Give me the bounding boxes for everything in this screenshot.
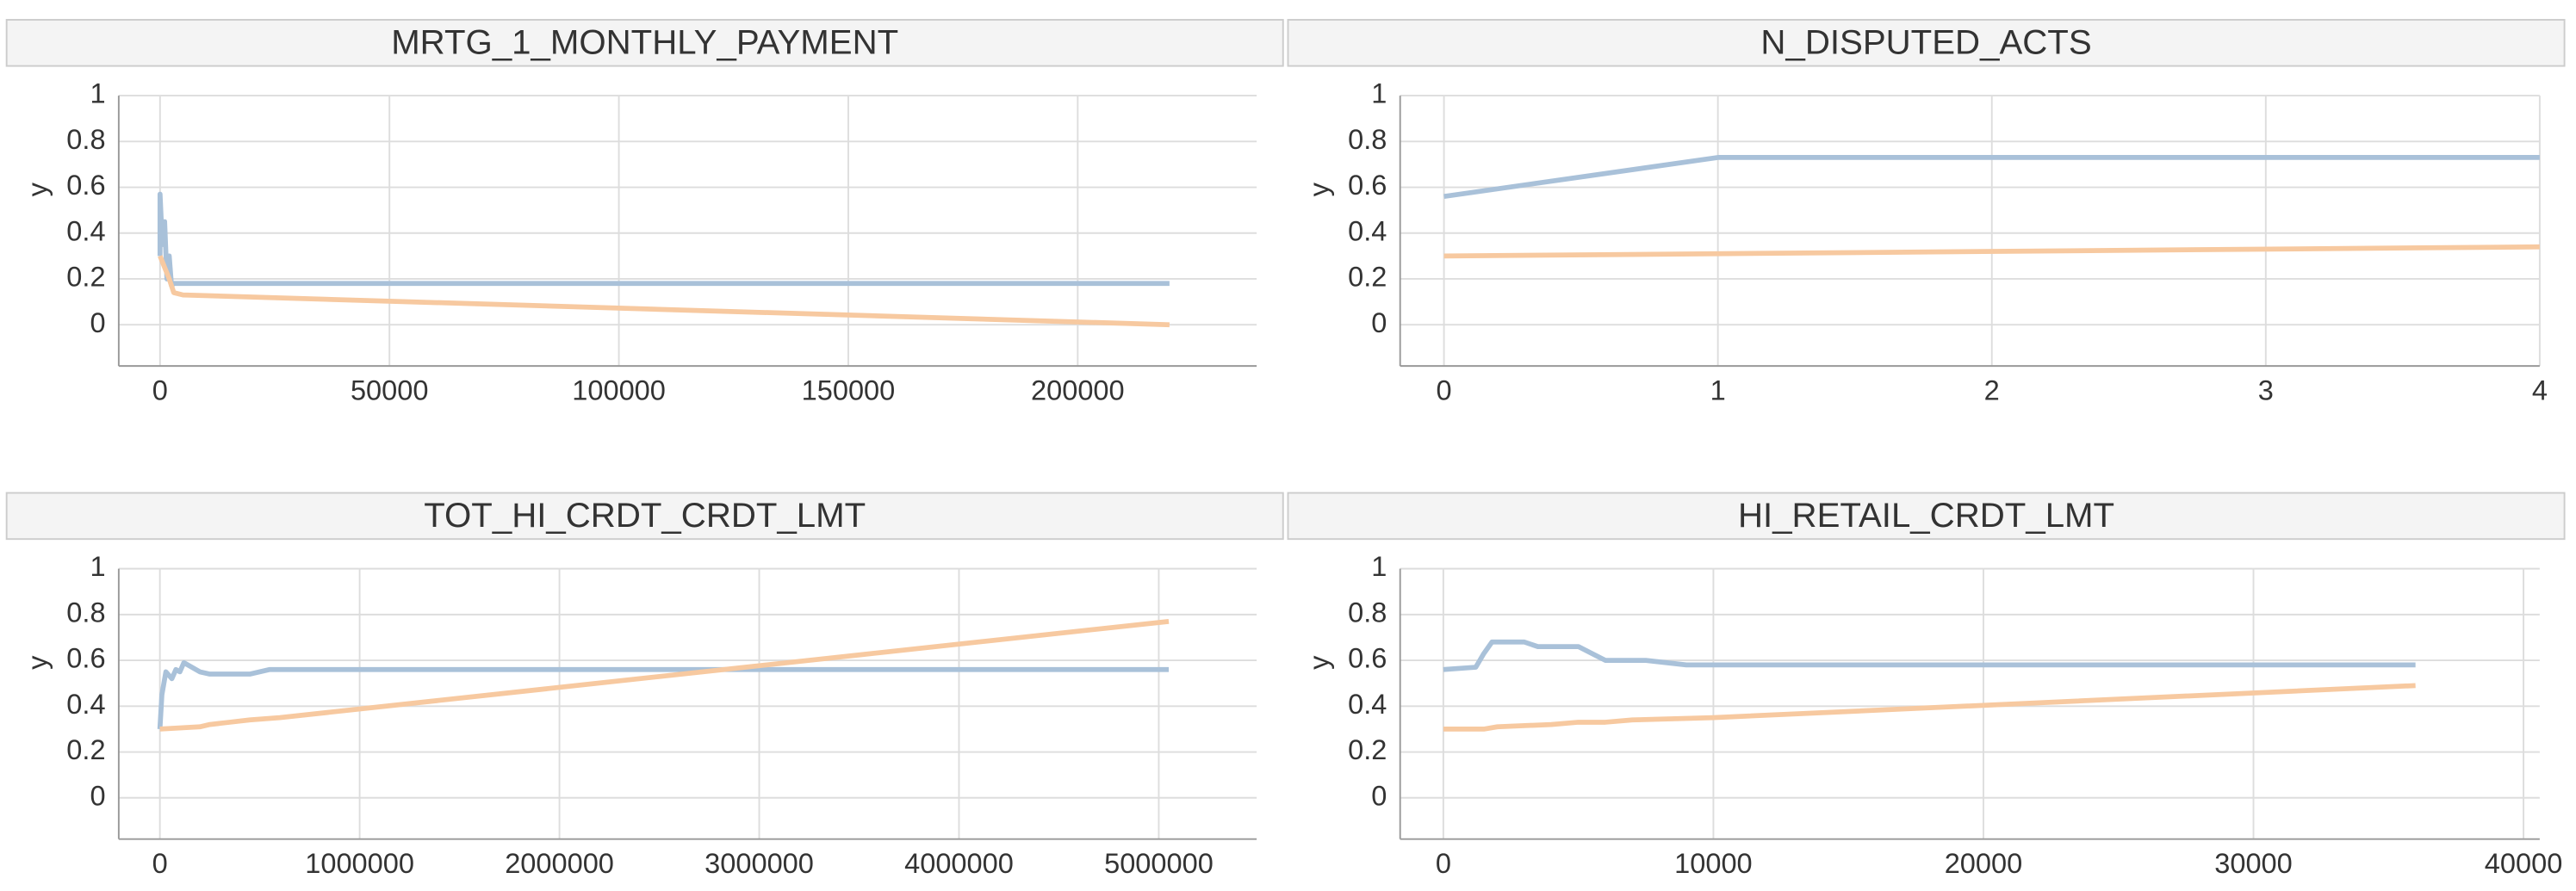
y-tick-label: 0.2 bbox=[66, 262, 105, 293]
y-tick-label: 0.6 bbox=[1348, 643, 1387, 674]
series-line bbox=[158, 255, 1170, 328]
x-tick-label: 0 bbox=[1437, 374, 1452, 405]
y-tick-label: 0 bbox=[90, 780, 105, 811]
x-tick-label: 50000 bbox=[351, 374, 429, 405]
series-line bbox=[159, 618, 1170, 732]
y-tick-label: 0.2 bbox=[66, 734, 105, 765]
panel-title: TOT_HI_CRDT_CRDT_LMT bbox=[424, 496, 866, 535]
y-axis-label: y bbox=[1303, 182, 1334, 196]
series-line bbox=[157, 659, 1170, 730]
y-tick-label: 0 bbox=[1371, 307, 1387, 338]
x-tick-label: 20000 bbox=[1945, 848, 2023, 879]
panel-title: HI_RETAIL_CRDT_LMT bbox=[1738, 496, 2114, 535]
x-tick-label: 1000000 bbox=[305, 848, 414, 879]
panel-title: N_DISPUTED_ACTS bbox=[1760, 22, 2091, 61]
series-line bbox=[1443, 639, 2416, 672]
series-line bbox=[157, 191, 1170, 288]
y-tick-label: 1 bbox=[90, 78, 105, 109]
panel-header bbox=[5, 492, 1284, 541]
y-tick-label: 0.4 bbox=[66, 689, 105, 720]
y-tick-label: 0.8 bbox=[1348, 124, 1387, 155]
y-tick-label: 0 bbox=[90, 307, 105, 338]
y-axis-label: y bbox=[22, 655, 53, 670]
x-tick-label: 200000 bbox=[1031, 374, 1125, 405]
y-tick-label: 1 bbox=[90, 551, 105, 582]
x-tick-label: 40000 bbox=[2485, 848, 2563, 879]
x-tick-label: 2000000 bbox=[505, 848, 614, 879]
y-axis-label: y bbox=[22, 182, 53, 196]
y-tick-label: 0.4 bbox=[66, 215, 105, 246]
x-tick-label: 0 bbox=[152, 374, 168, 405]
x-tick-label: 4 bbox=[2532, 374, 2548, 405]
x-tick-label: 10000 bbox=[1674, 848, 1753, 879]
x-tick-label: 3 bbox=[2258, 374, 2274, 405]
y-tick-label: 0 bbox=[1371, 780, 1387, 811]
panel-header bbox=[1287, 19, 2566, 67]
x-tick-label: 0 bbox=[152, 848, 168, 879]
x-tick-label: 2 bbox=[1984, 374, 2000, 405]
panel-header bbox=[1287, 492, 2566, 541]
x-tick-label: 3000000 bbox=[705, 848, 814, 879]
y-tick-label: 0.8 bbox=[66, 597, 105, 628]
y-tick-label: 1 bbox=[1371, 78, 1387, 109]
y-tick-label: 0.6 bbox=[66, 643, 105, 674]
x-tick-label: 4000000 bbox=[904, 848, 1014, 879]
x-tick-label: 5000000 bbox=[1104, 848, 1214, 879]
x-tick-label: 150000 bbox=[802, 374, 896, 405]
x-tick-label: 0 bbox=[1436, 848, 1451, 879]
y-tick-label: 0.2 bbox=[1348, 734, 1387, 765]
series-line bbox=[1443, 244, 2540, 259]
x-tick-label: 100000 bbox=[572, 374, 666, 405]
x-tick-label: 30000 bbox=[2214, 848, 2293, 879]
y-tick-label: 0.6 bbox=[66, 170, 105, 201]
y-tick-label: 0.4 bbox=[1348, 689, 1387, 720]
y-tick-label: 1 bbox=[1371, 551, 1387, 582]
panel-header bbox=[5, 19, 1284, 67]
y-tick-label: 0.2 bbox=[1348, 262, 1387, 293]
y-tick-label: 0.8 bbox=[66, 124, 105, 155]
panel-title: MRTG_1_MONTHLY_PAYMENT bbox=[391, 22, 898, 61]
series-line bbox=[1443, 155, 2540, 200]
y-tick-label: 0.4 bbox=[1348, 215, 1387, 246]
y-axis-label: y bbox=[1303, 655, 1334, 670]
series-line bbox=[1443, 683, 2416, 732]
x-tick-label: 1 bbox=[1710, 374, 1726, 405]
y-tick-label: 0.6 bbox=[1348, 170, 1387, 201]
y-tick-label: 0.8 bbox=[1348, 597, 1387, 628]
